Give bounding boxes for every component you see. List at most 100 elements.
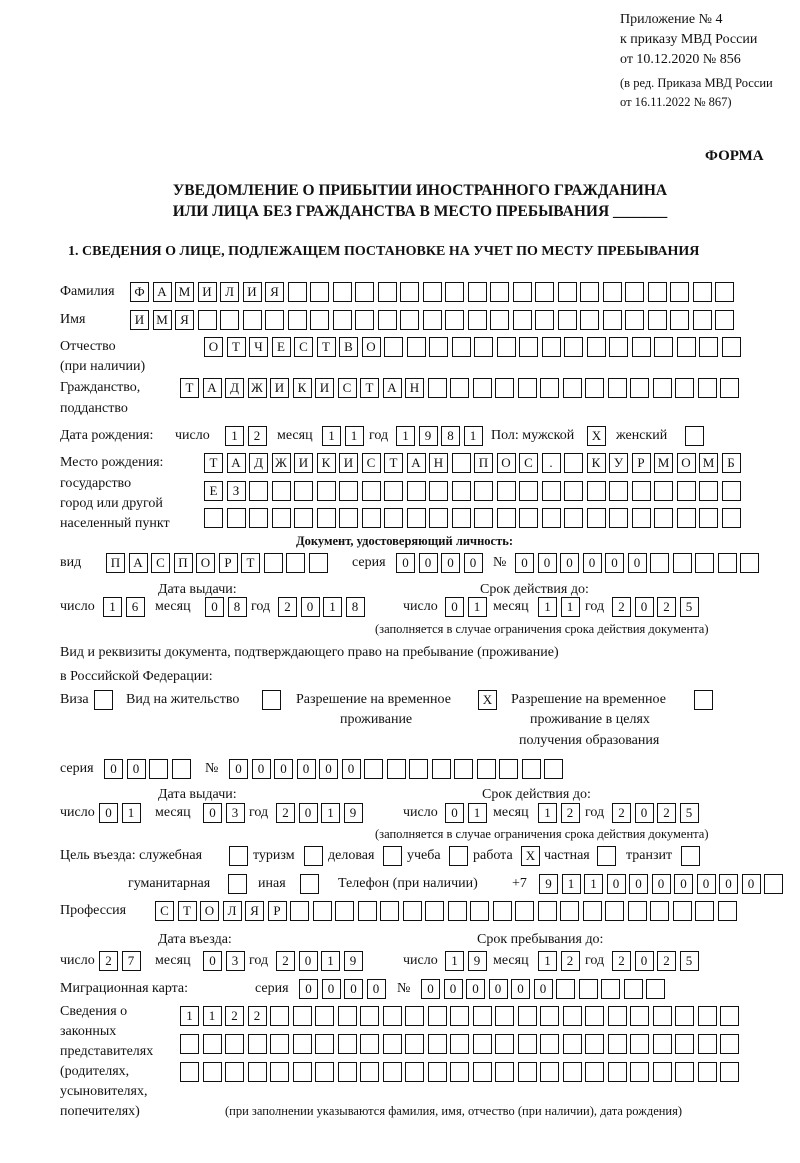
char-cell[interactable]: 0	[421, 979, 440, 999]
char-cell[interactable]	[562, 1034, 582, 1054]
char-cell[interactable]	[292, 1006, 312, 1026]
char-cell[interactable]: 0	[251, 759, 271, 779]
char-cell[interactable]	[630, 1006, 649, 1026]
char-cell[interactable]	[675, 1034, 694, 1054]
char-cell[interactable]	[425, 901, 444, 921]
char-cell[interactable]: А	[226, 453, 246, 473]
char-cell[interactable]	[355, 310, 374, 330]
char-cell[interactable]: 0	[418, 553, 438, 573]
char-cell[interactable]	[384, 508, 403, 528]
char-cell[interactable]	[382, 1062, 402, 1082]
char-cell[interactable]	[517, 1006, 537, 1026]
char-cell[interactable]	[519, 508, 538, 528]
char-cell[interactable]	[249, 508, 268, 528]
char-cell[interactable]	[422, 282, 442, 302]
char-cell[interactable]	[697, 1062, 717, 1082]
char-cell[interactable]: 0	[629, 874, 648, 894]
char-cell[interactable]: 0	[321, 979, 341, 999]
char-cell[interactable]	[630, 378, 649, 398]
char-cell[interactable]	[476, 759, 496, 779]
char-cell[interactable]: Ж	[247, 378, 267, 398]
char-cell[interactable]	[405, 1062, 424, 1082]
char-cell[interactable]: 5	[679, 951, 699, 971]
char-cell[interactable]	[247, 1034, 267, 1054]
char-cell[interactable]	[721, 508, 741, 528]
char-cell[interactable]: Б	[721, 453, 741, 473]
char-cell[interactable]: М	[654, 453, 673, 473]
char-cell[interactable]	[180, 1034, 199, 1054]
char-cell[interactable]: 0	[441, 553, 460, 573]
purpose-humanitarian-checkbox[interactable]	[228, 874, 251, 894]
char-cell[interactable]	[697, 1006, 717, 1026]
char-cell[interactable]: X	[521, 846, 540, 866]
char-cell[interactable]	[715, 310, 734, 330]
char-cell[interactable]: 0	[203, 803, 222, 823]
char-cell[interactable]	[517, 378, 537, 398]
char-cell[interactable]	[454, 759, 473, 779]
char-cell[interactable]	[204, 508, 223, 528]
char-cell[interactable]	[271, 508, 291, 528]
char-cell[interactable]	[406, 508, 426, 528]
char-cell[interactable]	[451, 453, 471, 473]
char-cell[interactable]: 0	[99, 803, 118, 823]
char-cell[interactable]: 0	[298, 803, 318, 823]
char-cell[interactable]: А	[152, 282, 172, 302]
char-cell[interactable]: А	[128, 553, 148, 573]
char-cell[interactable]	[499, 759, 518, 779]
char-cell[interactable]: И	[339, 453, 358, 473]
char-cell[interactable]	[715, 282, 734, 302]
char-cell[interactable]	[540, 1006, 559, 1026]
char-cell[interactable]: Я	[265, 282, 284, 302]
char-cell[interactable]	[310, 310, 329, 330]
char-cell[interactable]: 0	[696, 874, 716, 894]
char-cell[interactable]: 0	[296, 759, 316, 779]
char-cell[interactable]	[316, 481, 336, 501]
char-cell[interactable]: И	[130, 310, 149, 330]
char-cell[interactable]: 1	[538, 597, 557, 617]
char-cell[interactable]	[364, 759, 383, 779]
char-cell[interactable]	[540, 378, 559, 398]
char-cell[interactable]	[699, 481, 718, 501]
char-cell[interactable]	[580, 310, 599, 330]
char-cell[interactable]	[650, 553, 669, 573]
char-cell[interactable]	[225, 1034, 244, 1054]
char-cell[interactable]	[496, 481, 516, 501]
char-cell[interactable]	[672, 553, 692, 573]
char-cell[interactable]: X	[478, 690, 497, 710]
char-cell[interactable]: 1	[538, 803, 557, 823]
char-cell[interactable]	[304, 846, 323, 866]
char-cell[interactable]	[287, 310, 307, 330]
char-cell[interactable]: Т	[316, 337, 336, 357]
char-cell[interactable]	[339, 481, 358, 501]
char-cell[interactable]	[225, 1062, 244, 1082]
char-cell[interactable]	[681, 846, 700, 866]
char-cell[interactable]: 2	[225, 1006, 244, 1026]
char-cell[interactable]	[294, 481, 313, 501]
char-cell[interactable]	[270, 1062, 289, 1082]
char-cell[interactable]	[623, 979, 643, 999]
char-cell[interactable]	[495, 1006, 514, 1026]
char-cell[interactable]: 2	[99, 951, 118, 971]
char-cell[interactable]	[171, 759, 191, 779]
char-cell[interactable]	[697, 1034, 717, 1054]
char-cell[interactable]	[405, 1006, 424, 1026]
char-cell[interactable]	[431, 759, 451, 779]
char-cell[interactable]	[537, 901, 557, 921]
char-cell[interactable]	[721, 337, 741, 357]
char-cell[interactable]: 1	[396, 426, 415, 446]
char-cell[interactable]	[472, 1006, 492, 1026]
visa-checkbox[interactable]	[94, 690, 117, 710]
char-cell[interactable]: Ж	[271, 453, 291, 473]
char-cell[interactable]: 0	[443, 979, 463, 999]
char-cell[interactable]: 1	[103, 597, 122, 617]
char-cell[interactable]	[631, 337, 651, 357]
